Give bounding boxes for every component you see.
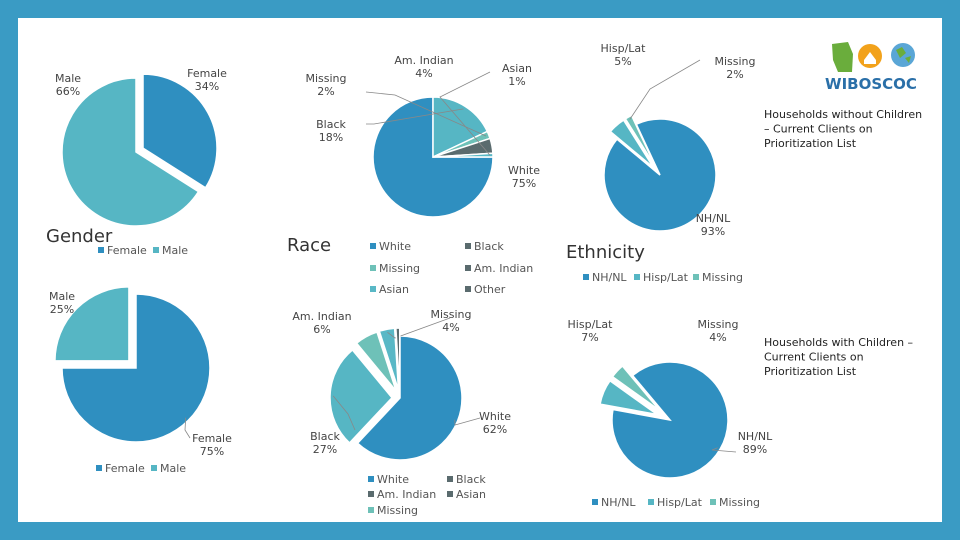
race-top-legend-asian: Asian [379,283,409,296]
race-bottom-slice-white [356,335,463,461]
gender-bottom-leader-female [184,417,191,439]
race-bottom-legend-swatch-asian [447,491,453,497]
race-top-label-missing: Missing 2% [305,72,346,98]
ethnicity-top-label-missing: Missing 2% [714,55,755,81]
ethnicity-bottom-legend-missing: Missing [719,496,760,509]
gender-bottom-legend-male: Male [160,462,186,475]
race-bottom-legend-missing: Missing [377,504,418,517]
race-top-label-black: Black 18% [316,118,346,144]
race-top-legend-missing: Missing [379,262,420,275]
gender-bottom-label-male: Male 25% [49,290,75,316]
wiboscoc-logo-icon [832,42,915,72]
ethnicity-top-legend-missing: Missing [702,271,743,284]
gender-bottom-slice-female [61,293,211,443]
race-bottom-label-am-indian: Am. Indian 6% [292,310,351,336]
ethnicity-top-legend-swatch-hisp-lat [634,274,640,280]
race-bottom-legend-black: Black [456,473,486,486]
gender-bottom-legend-swatch-female [96,465,102,471]
ethnicity-top-label-hisp-lat: Hisp/Lat 5% [601,42,647,68]
gender-bottom-label-female: Female 75% [192,432,232,458]
race-bottom-legend-swatch-white [368,476,374,482]
ethnicity-top-slice-missing [624,114,656,167]
ethnicity-bottom-legend-swatch-missing [710,499,716,505]
gender-top-label-female: Female 34% [187,67,227,93]
race-top-legend-black: Black [474,240,504,253]
gender-bottom-slice-male [54,286,130,362]
gender-top-slice-male [61,77,200,227]
race-top-label-am-indian: Am. Indian 4% [394,54,453,80]
race-top-legend-swatch-black [465,243,471,249]
ethnicity-bottom-legend-swatch-nh-nl [592,499,598,505]
race-top-leader-black [366,108,464,125]
race-bottom-legend-am-indian: Am. Indian [377,488,436,501]
ethnicity-top-title: Ethnicity [566,242,645,263]
gender-top-legend-female: Female [107,244,147,257]
ethnicity-bottom-label-hisp-lat: Hisp/Lat 7% [568,318,614,344]
ethnicity-bottom-legend-hisp-lat: Hisp/Lat [657,496,703,509]
gender-top-title: Gender [46,226,113,247]
house-icon [864,52,876,64]
race-top-legend-am-indian: Am. Indian [474,262,533,275]
race-top-leader-missing [365,91,487,137]
race-bottom-legend-white: White [377,473,409,486]
race-bottom-label-missing: Missing 4% [430,308,471,334]
race-top-label-white: White 75% [508,164,540,190]
ethnicity-bottom-label-missing: Missing 4% [697,318,738,344]
caption-top: Households without Children – Current Cli… [764,108,922,150]
race-top-title: Race [287,235,331,256]
ethnicity-top-legend-hisp-lat: Hisp/Lat [643,271,689,284]
race-top-legend-swatch-missing [370,265,376,271]
ethnicity-top-label-nh-nl: NH/NL 93% [696,212,731,238]
race-bottom-leader-white [454,417,481,426]
logo-wordmark: WIBOSCOC [825,75,917,93]
ethnicity-bottom-legend-swatch-hisp-lat [648,499,654,505]
race-bottom-slice-asian [395,327,401,391]
ethnicity-bottom-slice-nh-nl [611,361,729,479]
race-top-legend-swatch-asian [370,286,376,292]
race-bottom-slice-am-indian [355,331,397,392]
race-bottom-slice-missing [378,327,400,391]
race-bottom-slice-black [329,348,394,445]
caption-bottom: Households with Children – Current Client… [764,336,913,378]
gender-top-slice-female [142,73,218,189]
race-bottom-label-black: Black 27% [310,430,340,456]
ethnicity-bottom-slice-missing [611,365,661,412]
gender-top-legend-male: Male [162,244,188,257]
gender-bottom-legend-swatch-male [151,465,157,471]
race-top-legend-swatch-other [465,286,471,292]
ethnicity-top-legend-swatch-nh-nl [583,274,589,280]
gender-top-legend-swatch-male [153,247,159,253]
race-top-leader-asian [439,71,491,156]
race-bottom-leader-missing [387,317,451,339]
wisconsin-shape-icon [832,42,853,72]
race-top-legend-other: Other [474,283,506,296]
ethnicity-top-legend-swatch-missing [693,274,699,280]
race-top-slice-white [372,96,494,218]
ethnicity-bottom-leader-nh-nl [711,447,737,453]
race-top-label-asian: Asian 1% [502,62,532,88]
race-top-legend-swatch-am-indian [465,265,471,271]
gender-bottom-legend-female: Female [105,462,145,475]
gender-top-label-male: Male 66% [55,72,81,98]
race-bottom-legend-asian: Asian [456,488,486,501]
ethnicity-bottom-label-nh-nl: NH/NL 89% [738,430,773,456]
globe-land-icon [896,47,911,63]
ethnicity-bottom-legend-nh-nl: NH/NL [601,496,636,509]
race-bottom-legend-swatch-missing [368,507,374,513]
race-bottom-leader-black [332,395,356,431]
race-top-slice-asian [432,152,494,158]
ethnicity-top-leader-missing [629,59,701,120]
race-bottom-legend-swatch-am-indian [368,491,374,497]
gender-top-legend-swatch-female [98,247,104,253]
ethnicity-bottom-slice-hisp-lat [599,379,658,416]
race-bottom-legend-swatch-black [447,476,453,482]
race-top-legend-swatch-white [370,243,376,249]
race-top-legend-white: White [379,240,411,253]
ethnicity-top-legend-nh-nl: NH/NL [592,271,627,284]
ethnicity-top-slice-nh-nl [603,118,717,232]
race-bottom-label-white: White 62% [479,410,511,436]
ethnicity-top-slice-hisp-lat [609,119,655,169]
